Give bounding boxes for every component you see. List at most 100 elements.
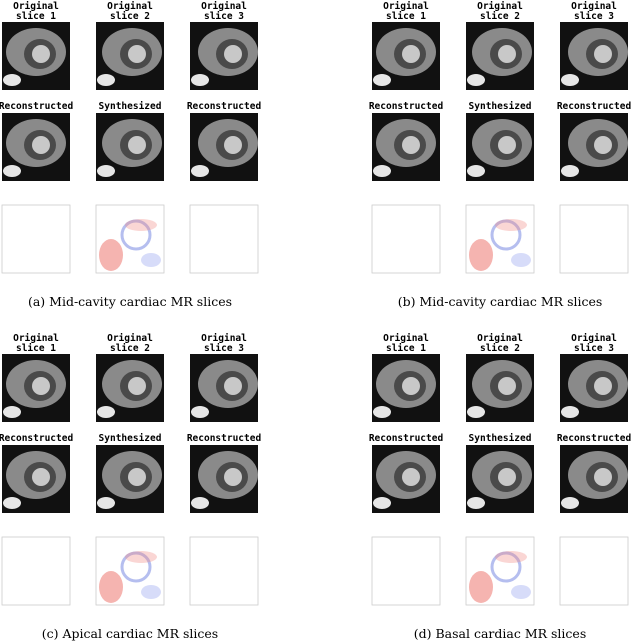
mr-bright (3, 74, 21, 86)
diff-frame (465, 204, 535, 274)
column-label: slice 3 (204, 343, 244, 354)
diff-red (99, 571, 123, 603)
mr-cavity (32, 377, 50, 395)
difference-map (1, 536, 71, 606)
mr-cavity (402, 377, 420, 395)
mr-image (96, 113, 164, 181)
mr-cavity (224, 136, 242, 154)
mr-bright (561, 497, 579, 509)
difference-map (371, 204, 441, 274)
mr-cavity (498, 377, 516, 395)
mr-image (372, 354, 440, 422)
mr-cavity (402, 45, 420, 63)
column-label: Original (201, 333, 247, 344)
mr-bright (3, 406, 21, 418)
mr-image (466, 354, 534, 422)
mr-bright (467, 497, 485, 509)
mr-cavity (402, 136, 420, 154)
mr-cavity (224, 377, 242, 395)
mr-cavity (224, 45, 242, 63)
column-label: Original (13, 333, 59, 344)
column-label: Original (201, 1, 247, 12)
column-label: slice 3 (574, 343, 614, 354)
mr-cavity (224, 468, 242, 486)
difference-map (465, 536, 535, 606)
mr-bright (191, 497, 209, 509)
mr-image (96, 22, 164, 90)
mr-image (2, 354, 70, 422)
row-label: Synthesized (99, 433, 162, 444)
mr-image (2, 22, 70, 90)
column-label: slice 2 (110, 343, 150, 354)
mr-bright (97, 497, 115, 509)
mr-image (190, 22, 258, 90)
column-label: slice 1 (386, 11, 426, 22)
column-label: Original (107, 1, 153, 12)
row-label: Reconstructed (187, 433, 262, 444)
diff-frame (95, 204, 165, 274)
diff-frame (1, 536, 71, 606)
panel-caption: (d) Basal cardiac MR slices (414, 626, 586, 641)
difference-map (559, 204, 629, 274)
diff-red (495, 219, 527, 231)
mr-bright (467, 74, 485, 86)
diff-blue (120, 219, 152, 251)
diff-red (495, 551, 527, 563)
column-label: Original (107, 333, 153, 344)
mr-image (560, 445, 628, 513)
mr-cavity (128, 45, 146, 63)
row-label: Reconstructed (369, 101, 444, 112)
difference-map (189, 204, 259, 274)
mr-cavity (498, 45, 516, 63)
difference-map (189, 536, 259, 606)
row-label: Reconstructed (0, 433, 73, 444)
diff-red (125, 219, 157, 231)
column-label: slice 3 (574, 11, 614, 22)
mr-image (466, 113, 534, 181)
panel-caption: (a) Mid-cavity cardiac MR slices (28, 294, 232, 309)
diff-blue (490, 219, 522, 251)
mr-bright (97, 406, 115, 418)
column-label: Original (13, 1, 59, 12)
mr-image (466, 22, 534, 90)
difference-map (559, 536, 629, 606)
diff-blue (141, 585, 161, 599)
mr-image (560, 22, 628, 90)
difference-map (1, 204, 71, 274)
row-label: Reconstructed (187, 101, 262, 112)
diff-blue (141, 253, 161, 267)
diff-blue (490, 551, 522, 583)
mr-bright (561, 74, 579, 86)
diff-frame (371, 204, 441, 274)
diff-blue (511, 585, 531, 599)
mr-image (560, 354, 628, 422)
row-label: Reconstructed (557, 101, 632, 112)
mr-image (96, 354, 164, 422)
column-label: slice 1 (16, 343, 56, 354)
column-label: Original (477, 333, 523, 344)
column-label: Original (571, 333, 617, 344)
mr-cavity (128, 136, 146, 154)
mr-bright (191, 165, 209, 177)
column-label: Original (383, 1, 429, 12)
diff-frame (465, 536, 535, 606)
diff-frame (95, 536, 165, 606)
mr-image (190, 445, 258, 513)
diff-blue (511, 253, 531, 267)
diff-frame (189, 204, 259, 274)
mr-image (190, 113, 258, 181)
column-label: slice 2 (110, 11, 150, 22)
mr-image (96, 445, 164, 513)
difference-map (95, 536, 165, 606)
mr-bright (3, 497, 21, 509)
mr-bright (561, 406, 579, 418)
mr-image (2, 445, 70, 513)
mr-bright (467, 165, 485, 177)
mr-cavity (594, 468, 612, 486)
row-label: Synthesized (99, 101, 162, 112)
difference-map (465, 204, 535, 274)
mr-cavity (594, 136, 612, 154)
mr-cavity (32, 45, 50, 63)
diff-frame (559, 536, 629, 606)
